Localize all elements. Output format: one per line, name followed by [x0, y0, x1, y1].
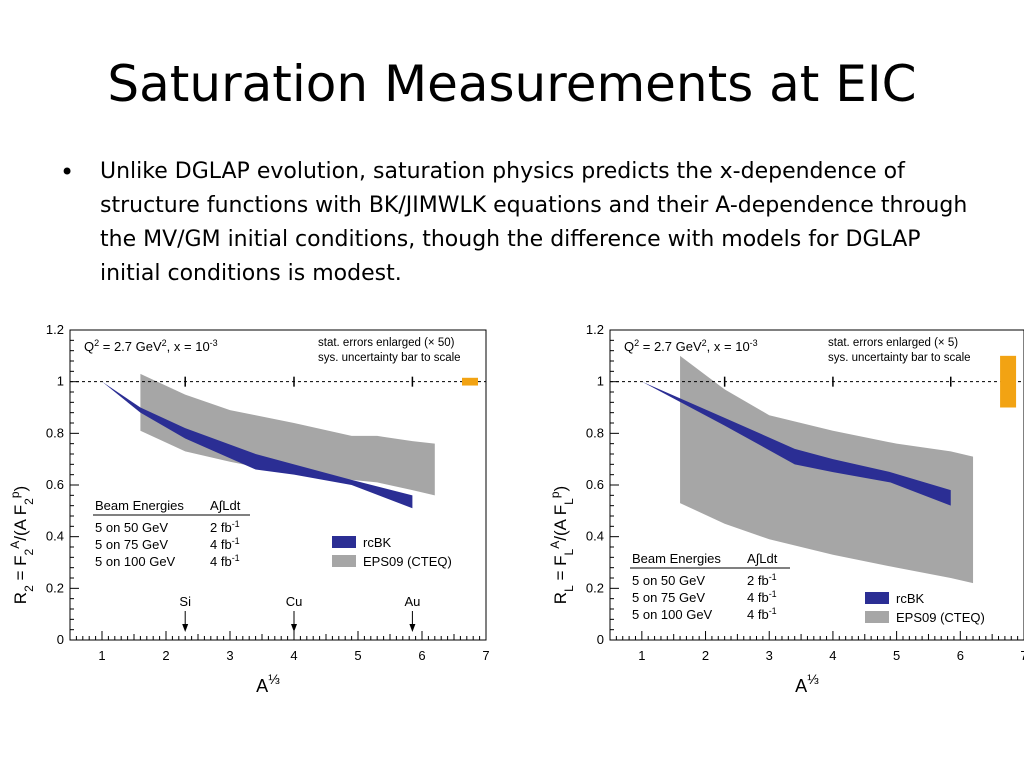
y-axis-label-group: RL = FLA/(A FLp) — [548, 486, 576, 604]
note-line: sys. uncertainty bar to scale — [318, 352, 461, 364]
x-tick-label: 3 — [766, 648, 773, 663]
band-rcbk — [102, 381, 413, 509]
nucleus-arrowhead — [291, 624, 297, 632]
x-axis-label: A⅓ — [795, 671, 819, 696]
table-cell-lumi: 4 fb-1 — [747, 589, 777, 605]
x-tick-label: 6 — [957, 648, 964, 663]
table-cell-lumi: 4 fb-1 — [210, 536, 240, 552]
x-tick-label: 4 — [290, 648, 297, 663]
table-cell-energy: 5 on 50 GeV — [95, 520, 168, 535]
y-tick-label: 0.2 — [46, 580, 64, 595]
legend-label-rcbk: rcBK — [896, 591, 925, 606]
legend-swatch-eps09 — [332, 555, 356, 567]
table-cell-energy: 5 on 100 GeV — [632, 607, 713, 622]
x-tick-label: 5 — [893, 648, 900, 663]
x-tick-label: 2 — [702, 648, 709, 663]
table-cell-energy: 5 on 75 GeV — [632, 590, 705, 605]
x-tick-label: 3 — [226, 648, 233, 663]
x-tick-label: 1 — [98, 648, 105, 663]
nucleus-label: Si — [179, 594, 191, 609]
x-tick-label: 7 — [1020, 648, 1024, 663]
y-tick-label: 0 — [597, 632, 604, 647]
table-cell-lumi: 4 fb-1 — [747, 606, 777, 622]
legend-label-eps09: EPS09 (CTEQ) — [896, 610, 985, 625]
x-axis-label: A⅓ — [256, 671, 280, 696]
x-tick-label: 7 — [482, 648, 489, 663]
y-tick-label: 0.4 — [46, 529, 64, 544]
y-tick-label: 1.2 — [46, 322, 64, 337]
band-eps09 — [140, 373, 435, 496]
y-axis-label: R2 = F2A/(A F2p) — [8, 486, 36, 604]
x-tick-label: 1 — [638, 648, 645, 663]
bullet-text: Unlike DGLAP evolution, saturation physi… — [100, 159, 968, 286]
sys-uncertainty-bar — [462, 377, 478, 386]
table-cell-lumi: 2 fb-1 — [747, 572, 777, 588]
y-tick-label: 0.2 — [586, 580, 604, 595]
legend-swatch-rcbk — [865, 592, 889, 604]
condition-label: Q2 = 2.7 GeV2, x = 10-3 — [84, 338, 218, 354]
nucleus-arrowhead — [182, 624, 189, 632]
table-cell-lumi: 2 fb-1 — [210, 519, 240, 535]
y-axis-label: RL = FLA/(A FLp) — [548, 486, 576, 604]
x-tick-label: 2 — [162, 648, 169, 663]
table-header-energies: Beam Energies — [95, 498, 184, 513]
slide-title: Saturation Measurements at EIC — [107, 55, 917, 113]
table-header-lumi: A∫Ldt — [210, 498, 241, 513]
legend-label-rcbk: rcBK — [363, 535, 392, 550]
y-tick-label: 0.8 — [46, 425, 64, 440]
table-header-lumi: A∫Ldt — [747, 551, 778, 566]
x-tick-label: 4 — [829, 648, 836, 663]
y-tick-label: 0.4 — [586, 529, 604, 544]
table-cell-energy: 5 on 75 GeV — [95, 537, 168, 552]
nucleus-label: Cu — [286, 594, 303, 609]
table-header-energies: Beam Energies — [632, 551, 721, 566]
note-line: stat. errors enlarged (× 5) — [828, 337, 958, 349]
chart-r2-nuclear-ratio: 1 2 3 4 5 6 7 0 0.2 0.4 0.6 0.8 1 1.2 A⅓ R2 = F2A/(A F2… — [8, 322, 490, 696]
y-tick-label: 1.2 — [586, 322, 604, 337]
legend-swatch-eps09 — [865, 611, 889, 623]
y-tick-label: 1 — [57, 374, 64, 389]
chart-rl-nuclear-ratio: 1 2 3 4 5 6 7 0 0.2 0.4 0.6 0.8 1 1.2 A⅓ RL = FLA/(A FL… — [548, 322, 1024, 696]
table-cell-energy: 5 on 100 GeV — [95, 554, 176, 569]
y-tick-label: 0 — [57, 632, 64, 647]
legend-label-eps09: EPS09 (CTEQ) — [363, 554, 452, 569]
note-line: stat. errors enlarged (× 50) — [318, 337, 455, 349]
y-axis-label-group: R2 = F2A/(A F2p) — [8, 486, 36, 604]
x-tick-label: 6 — [418, 648, 425, 663]
x-tick-label: 5 — [354, 648, 361, 663]
y-tick-label: 0.8 — [586, 425, 604, 440]
bullet-dot: • — [60, 158, 75, 186]
nucleus-arrowhead — [409, 624, 416, 632]
table-cell-energy: 5 on 50 GeV — [632, 573, 705, 588]
y-tick-label: 0.6 — [46, 477, 64, 492]
note-line: sys. uncertainty bar to scale — [828, 352, 971, 364]
band-rcbk — [641, 381, 951, 506]
legend-swatch-rcbk — [332, 536, 356, 548]
nucleus-label: Au — [404, 594, 420, 609]
condition-label: Q2 = 2.7 GeV2, x = 10-3 — [624, 338, 758, 354]
y-tick-label: 1 — [597, 374, 604, 389]
y-tick-label: 0.6 — [586, 477, 604, 492]
table-cell-lumi: 4 fb-1 — [210, 553, 240, 569]
sys-uncertainty-bar — [1000, 355, 1017, 408]
